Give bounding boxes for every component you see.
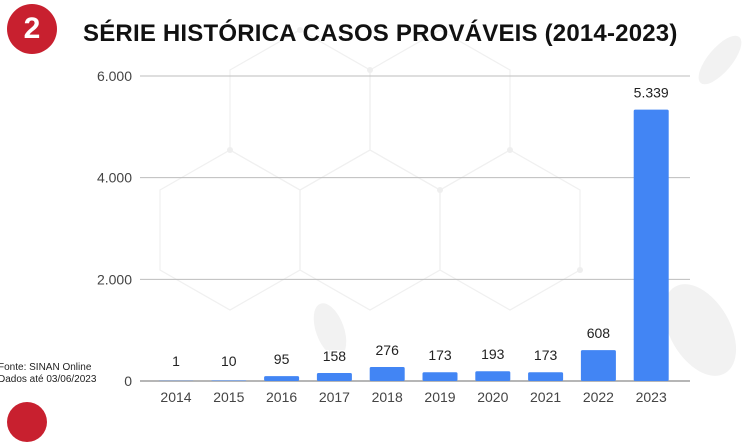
data-label: 95 [274, 351, 290, 367]
y-tick-label: 2.000 [97, 271, 132, 287]
bar [475, 371, 510, 381]
bar-chart: 0 2.000 4.000 6.000 1 2014 10 2015 95 2016 158 2017… [0, 0, 749, 410]
data-label: 173 [428, 347, 452, 363]
x-tick-label: 2016 [266, 389, 297, 405]
data-label: 608 [587, 325, 611, 341]
x-tick-label: 2015 [213, 389, 244, 405]
x-tick-label: 2022 [583, 389, 614, 405]
data-date-line: Dados até 03/06/2023 [0, 374, 96, 386]
source-note: Fonte: SINAN Online Dados até 03/06/2023 [0, 362, 96, 386]
x-tick-label: 2020 [477, 389, 508, 405]
y-tick-label: 4.000 [97, 170, 132, 186]
x-tick-label: 2021 [530, 389, 561, 405]
x-tick-label: 2018 [372, 389, 403, 405]
x-tick-label: 2017 [319, 389, 350, 405]
y-tick-label: 6.000 [97, 68, 132, 84]
data-label: 1 [172, 353, 180, 369]
bar [528, 372, 563, 381]
data-label: 5.339 [634, 85, 669, 101]
data-label: 173 [534, 347, 558, 363]
bar [211, 380, 246, 381]
bar [370, 367, 405, 381]
data-label: 193 [481, 346, 505, 362]
bar [264, 376, 299, 381]
x-tick-label: 2019 [424, 389, 455, 405]
bar [317, 373, 352, 381]
bar [423, 372, 458, 381]
source-line: Fonte: SINAN Online [0, 362, 96, 374]
bar [581, 350, 616, 381]
data-label: 10 [221, 353, 237, 369]
data-label: 276 [376, 342, 400, 358]
y-tick-label: 0 [124, 373, 132, 389]
bar [634, 110, 669, 381]
x-tick-label: 2023 [636, 389, 667, 405]
data-label: 158 [323, 348, 347, 364]
next-section-badge [7, 402, 47, 442]
x-tick-label: 2014 [160, 389, 191, 405]
